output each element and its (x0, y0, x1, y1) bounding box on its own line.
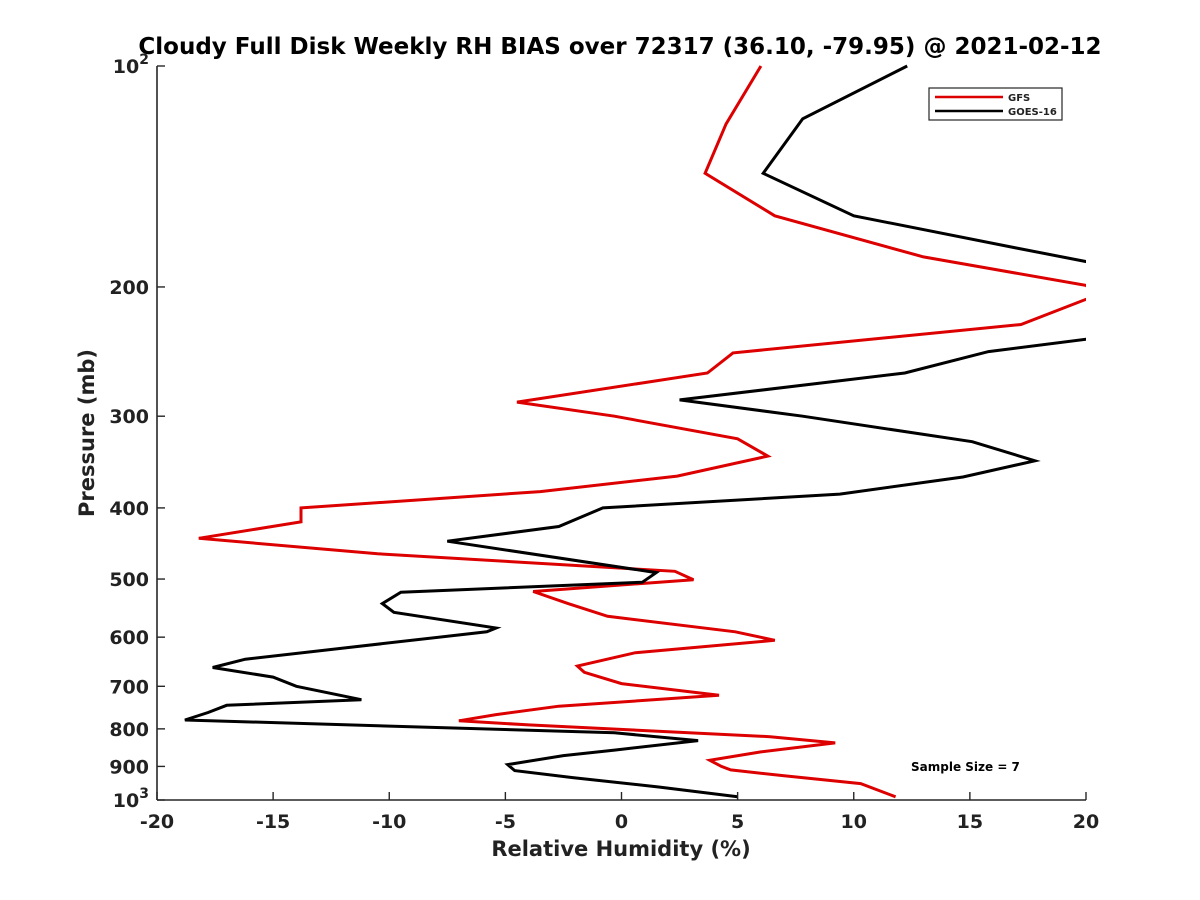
x-tick-label: 15 (957, 811, 983, 833)
chart-title: Cloudy Full Disk Weekly RH BIAS over 723… (138, 34, 1101, 60)
series-layer (184, 64, 1086, 799)
x-tick-label: 5 (731, 811, 744, 833)
x-ticks: -20 -15 -10 -5 0 5 10 15 20 (140, 792, 1099, 833)
y-ticks: 102 200 300 400 500 600 700 800 900 103 (109, 52, 165, 812)
x-tick-label: 0 (615, 811, 628, 833)
y-tick-label: 103 (113, 786, 149, 812)
y-tick-label: 500 (109, 569, 149, 591)
legend: GFS GOES-16 (928, 87, 1063, 121)
y-tick-label: 700 (109, 676, 149, 698)
legend-box (928, 87, 1063, 121)
y-tick-label: 800 (109, 719, 149, 741)
x-tick-label: 20 (1073, 811, 1099, 833)
x-tick-label: -5 (495, 811, 516, 833)
x-tick-label: -20 (140, 811, 174, 833)
x-tick-label: -15 (256, 811, 290, 833)
series-line-goes16 (184, 64, 1086, 799)
x-axis-label: Relative Humidity (%) (491, 837, 750, 861)
series-line-gfs (198, 65, 1086, 799)
x-tick-label: 10 (841, 811, 867, 833)
y-tick-label: 200 (109, 277, 149, 299)
legend-label-gfs: GFS (1008, 93, 1030, 104)
y-tick-label: 300 (109, 406, 149, 428)
y-tick-label: 900 (109, 756, 149, 778)
y-tick-label: 600 (109, 627, 149, 649)
sample-size-annotation: Sample Size = 7 (911, 760, 1020, 774)
y-tick-label: 400 (109, 498, 149, 520)
y-tick-label: 102 (113, 52, 149, 78)
legend-label-goes16: GOES-16 (1008, 107, 1057, 118)
y-axis-label: Pressure (mb) (75, 349, 99, 517)
x-tick-label: -10 (372, 811, 406, 833)
